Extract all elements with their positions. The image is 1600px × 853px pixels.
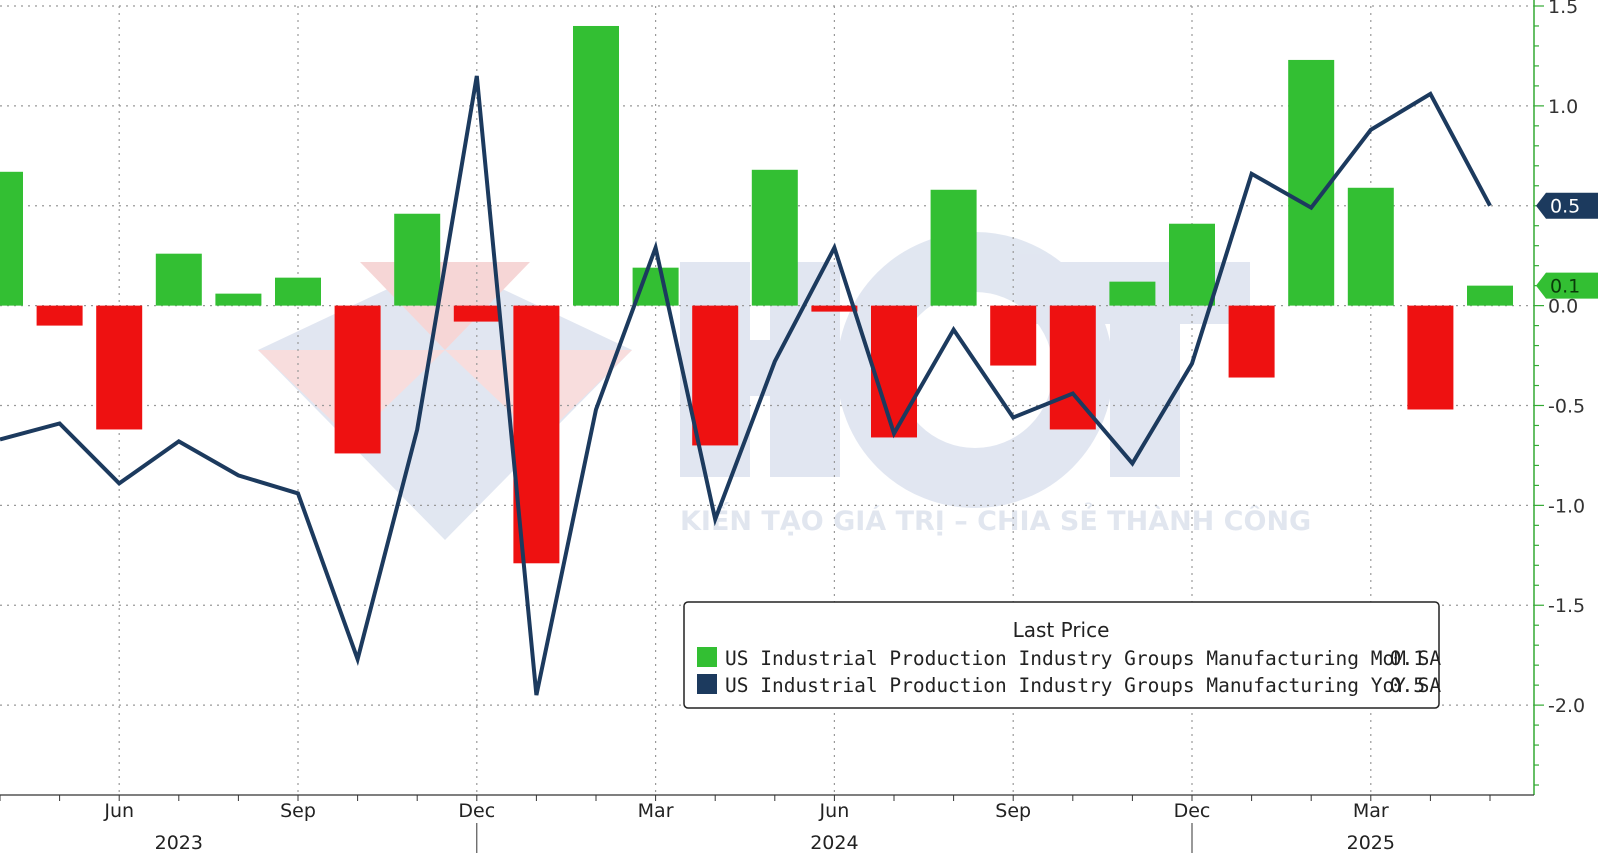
bar-2025-05 [1467, 285, 1513, 306]
x-tick-label: Dec [458, 800, 495, 822]
bar-2025-03 [1347, 187, 1394, 306]
bar-2024-06 [811, 305, 858, 312]
x-tick-label: Jun [103, 800, 134, 822]
bar-2025-01 [1228, 305, 1275, 378]
y-tick-label: 1.5 [1548, 0, 1578, 18]
year-label: 2024 [810, 832, 858, 853]
legend-value-mom: 0.1 [1390, 647, 1425, 670]
bar-2025-02 [1288, 59, 1335, 306]
bar-series [0, 25, 1513, 564]
watermark-tagline: KIẾN TẠO GIÁ TRỊ – CHIA SẺ THÀNH CÔNG [680, 502, 1311, 537]
x-tick-label: Sep [280, 800, 316, 822]
bar-2023-10 [334, 305, 381, 454]
bar-2023-07 [155, 253, 202, 306]
legend-title: Last Price [1013, 618, 1110, 642]
legend-swatch-mom [697, 647, 717, 667]
bar-2024-05 [751, 169, 798, 306]
y-tick-label: -0.5 [1548, 395, 1585, 417]
y-tick-label: 0.0 [1548, 296, 1578, 318]
bar-2023-09 [275, 277, 321, 306]
legend-value-yoy: 0.5 [1390, 674, 1425, 697]
bar-2023-08 [215, 293, 262, 306]
y-tick-label: -1.5 [1548, 595, 1585, 617]
last-value-tag-label-1: 0.1 [1550, 276, 1580, 298]
bar-2024-09 [990, 305, 1037, 366]
legend-label-mom: US Industrial Production Industry Groups… [725, 647, 1441, 670]
x-tick-label: Mar [638, 800, 674, 822]
last-value-tag-1 [1536, 272, 1598, 299]
bar-2024-08 [930, 189, 977, 306]
last-value-tag-0 [1536, 192, 1598, 219]
legend-label-yoy: US Industrial Production Industry Groups… [725, 674, 1441, 697]
bar-2023-06 [96, 305, 143, 430]
x-tick-label: Jun [819, 800, 850, 822]
x-tick-label: Dec [1174, 800, 1211, 822]
bar-2024-02 [573, 25, 619, 306]
year-label: 2023 [155, 832, 203, 853]
legend: Last Price US Industrial Production Indu… [683, 601, 1441, 709]
bar-2024-11 [1109, 281, 1156, 306]
y-tick-label: 1.0 [1548, 96, 1578, 118]
last-value-tags: 0.5 0.1 [1536, 192, 1598, 299]
legend-box [683, 601, 1440, 709]
bar-2024-04 [692, 305, 739, 446]
bar-2023-05 [36, 305, 83, 326]
bar-2024-12 [1169, 223, 1215, 306]
legend-swatch-yoy [697, 674, 717, 694]
x-axis: Jun Sep Dec Mar Jun Sep Dec Mar 2023 2024 2025 [0, 794, 1534, 853]
bar-2023-12 [453, 305, 500, 322]
bar-2024-07 [871, 305, 917, 438]
x-tick-label: Mar [1353, 800, 1389, 822]
yoy-line [0, 75, 1492, 696]
bar-2025-04 [1407, 305, 1454, 410]
x-tick-label: Sep [995, 800, 1031, 822]
bar-2023-11 [394, 213, 441, 306]
y-tick-label: -2.0 [1548, 695, 1585, 717]
y-axis: 1.5 1.0 0.5 0.0 -0.5 -1.0 -1.5 -2.0 [1533, 0, 1585, 795]
bar-2023-04 [0, 171, 23, 306]
line-series [0, 75, 1492, 696]
y-tick-label: -1.0 [1548, 495, 1585, 517]
year-label: 2025 [1347, 832, 1395, 853]
last-value-tag-label-0: 0.5 [1550, 196, 1580, 218]
